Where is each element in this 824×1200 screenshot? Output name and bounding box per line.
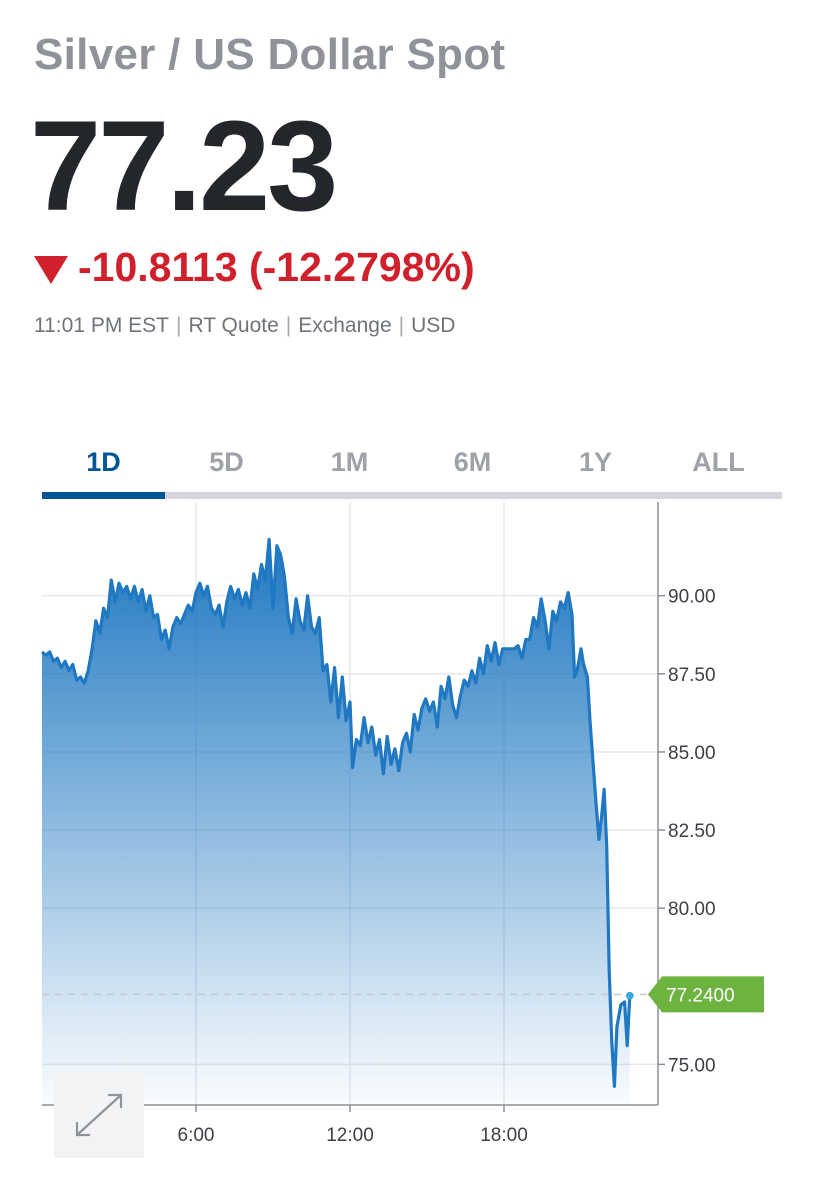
y-tick-label: 80.00 [668,899,716,920]
tab-1d[interactable]: 1D [86,447,121,477]
range-tabs: 1D 5D 1M 6M 1Y ALL [42,444,782,500]
tab-5d[interactable]: 5D [209,447,244,477]
tab-track [42,492,782,499]
quote-time: 11:01 PM EST [34,314,170,337]
y-tick-label: 75.00 [668,1055,716,1076]
y-tick-label: 90.00 [668,587,716,608]
tab-all[interactable]: ALL [692,447,745,477]
price-change: -10.8113 (-12.2798%) [34,244,475,291]
last-price: 77.23 [30,95,338,238]
last-value-label: 77.2400 [666,985,735,1006]
tab-1y[interactable]: 1Y [578,447,613,477]
meta-separator: | [285,314,292,337]
quote-meta: 11:01 PM EST | RT Quote | Exchange | USD [34,314,455,338]
x-tick-label: 6:00 [178,1125,215,1146]
quote-type: RT Quote [188,314,279,337]
tab-1m[interactable]: 1M [330,447,369,477]
last-value-badge [648,976,764,1013]
y-tick-label: 87.50 [668,665,716,686]
x-tick-label: 12:00 [326,1125,374,1146]
quote-source: Exchange [298,314,392,337]
x-tick-label: 18:00 [480,1125,528,1146]
expand-arrows-icon [75,1093,123,1137]
series-line [41,537,632,1088]
last-point [625,991,634,1000]
meta-separator: | [398,314,405,337]
quote-currency: USD [411,314,456,337]
down-arrow-icon [34,255,68,284]
y-tick-label: 85.00 [668,743,716,764]
page-title: Silver / US Dollar Spot [34,30,506,79]
tab-6m[interactable]: 6M [453,447,492,477]
series-area [42,539,630,1105]
expand-chart-button[interactable] [54,1072,144,1158]
active-tab-indicator [42,492,165,499]
meta-separator: | [176,314,182,337]
price-change-value: -10.8113 (-12.2798%) [78,244,475,290]
y-tick-label: 82.50 [668,821,716,842]
